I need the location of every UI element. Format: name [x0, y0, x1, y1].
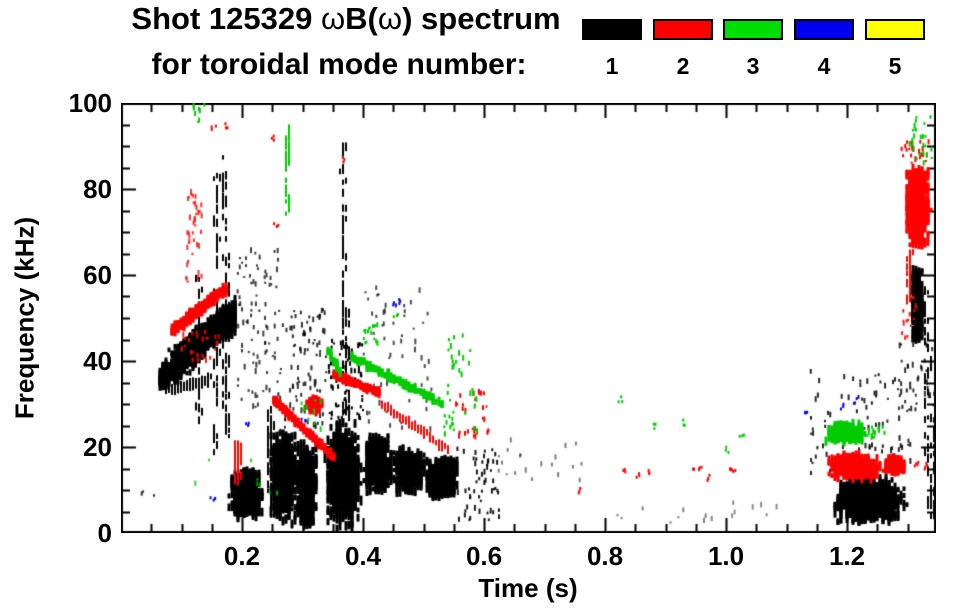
y-axis-title: Frequency (kHz)	[9, 216, 40, 420]
legend-label-mode-4: 4	[817, 53, 831, 79]
title-part2: B(	[345, 1, 378, 36]
title-part1: Shot 125329	[131, 1, 321, 36]
y-tick-label-20: 20	[83, 432, 112, 462]
x-tick-label-0.4: 0.4	[344, 541, 382, 571]
title-line-2: for toroidal mode number:	[151, 48, 527, 81]
legend-swatch-mode-3	[723, 19, 783, 40]
x-tick-label-0.8: 0.8	[586, 541, 624, 571]
title-omega-1: ω	[320, 1, 346, 36]
legend-label-mode-1: 1	[605, 53, 619, 79]
title-part3: ) spectrum	[402, 1, 561, 36]
legend-swatch-mode-4	[794, 19, 854, 40]
legend-swatch-mode-1	[582, 19, 642, 40]
x-axis-title: Time (s)	[478, 573, 578, 603]
legend-swatch-mode-5	[865, 19, 925, 40]
legend-label-mode-2: 2	[676, 53, 690, 79]
x-tick-label-0.2: 0.2	[223, 541, 261, 571]
y-tick-label-0: 0	[97, 518, 112, 548]
x-tick-label-0.6: 0.6	[465, 541, 503, 571]
x-tick-label-1.0: 1.0	[707, 541, 745, 571]
legend-label-mode-3: 3	[746, 53, 760, 79]
title-line-1: Shot 125329 ωB(ω) spectrum	[0, 1, 692, 37]
y-tick-label-40: 40	[83, 346, 112, 376]
y-tick-label-60: 60	[83, 260, 112, 290]
y-tick-label-100: 100	[68, 88, 112, 118]
plot-canvas	[121, 103, 936, 533]
title-omega-2: ω	[377, 1, 403, 36]
legend-swatch-mode-2	[653, 19, 713, 40]
legend-label-mode-5: 5	[888, 53, 902, 79]
x-tick-label-1.2: 1.2	[828, 541, 866, 571]
y-tick-label-80: 80	[83, 174, 112, 204]
